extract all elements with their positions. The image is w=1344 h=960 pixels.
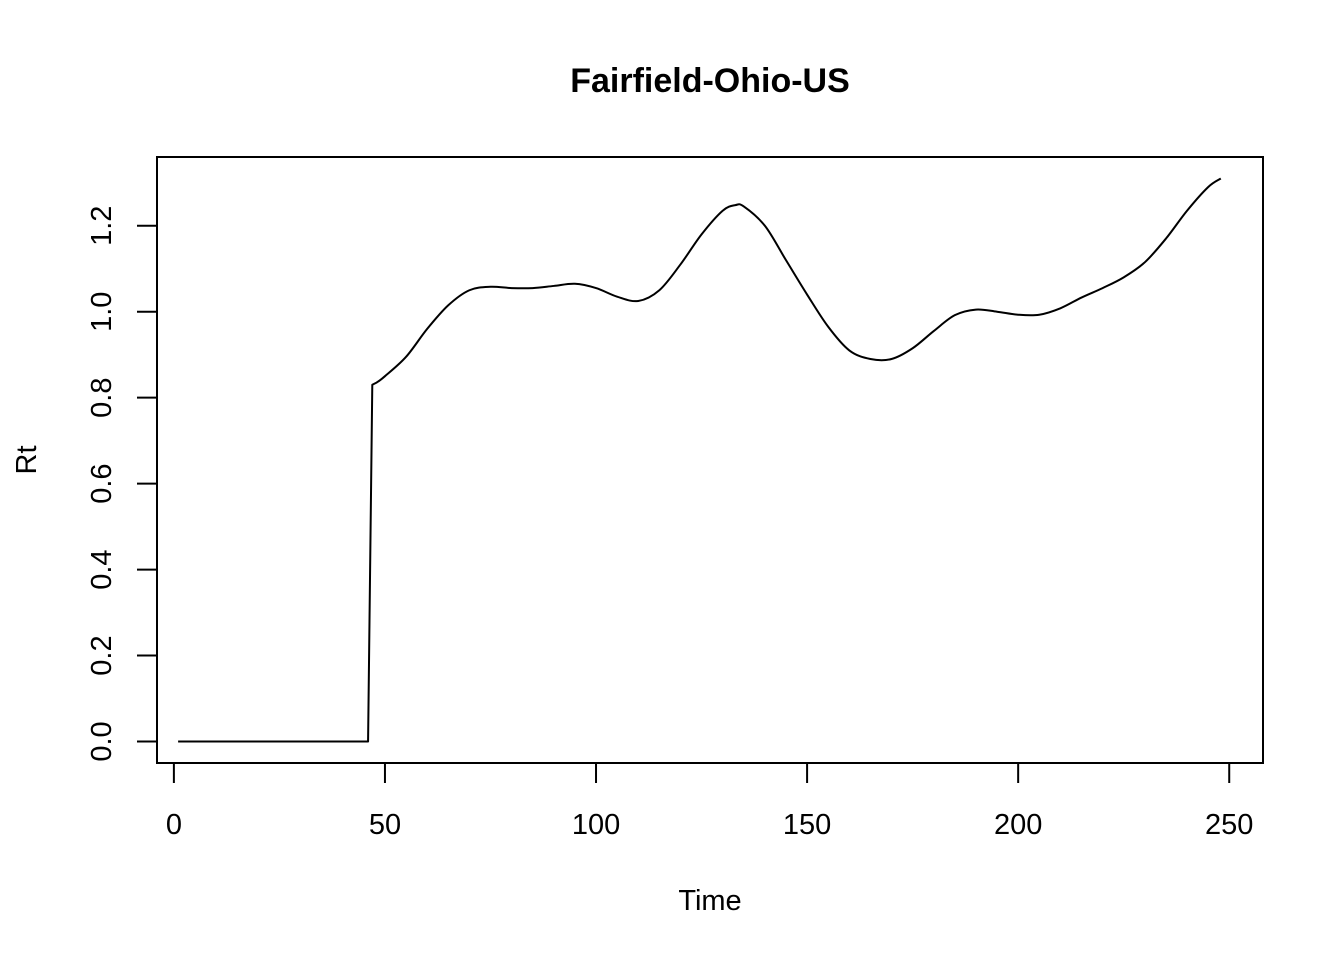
y-axis: 0.0 0.2 0.4 0.6 0.8 1.0 1.2: [86, 206, 158, 762]
series-layer: [178, 177, 1222, 743]
y-tick-label: 1.2: [86, 206, 118, 246]
y-tick-label: 0.0: [86, 721, 118, 761]
x-tick-label: 0: [166, 809, 182, 841]
y-tick-label: 0.8: [86, 378, 118, 418]
x-tick-label: 250: [1205, 809, 1253, 841]
y-tick-label: 0.4: [86, 549, 118, 589]
plot-frame: [156, 156, 1264, 764]
chart-title: Fairfield-Ohio-US: [570, 62, 850, 100]
y-tick-label: 1.0: [86, 292, 118, 332]
series-line: [178, 177, 1222, 743]
y-axis-label: Rt: [11, 446, 43, 475]
y-tick-label: 0.2: [86, 635, 118, 675]
x-tick-label: 50: [369, 809, 401, 841]
x-tick-label: 200: [994, 809, 1042, 841]
x-tick-label: 100: [572, 809, 620, 841]
y-tick-label: 0.6: [86, 463, 118, 503]
x-tick-label: 150: [783, 809, 831, 841]
x-axis-label: Time: [678, 885, 741, 917]
x-axis: 0 50 100 150 200 250: [166, 762, 1253, 841]
